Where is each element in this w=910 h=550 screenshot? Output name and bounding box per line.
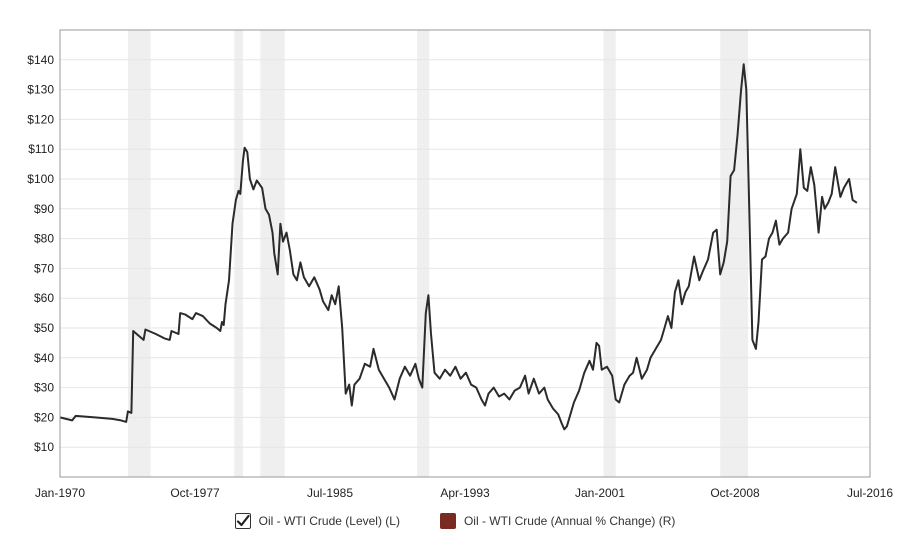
- y-tick-label: $80: [34, 232, 54, 246]
- x-axis-ticks: Jan-1970 Oct-1977 Jul-1985 Apr-1993 Jan-2001…: [35, 486, 893, 500]
- legend-label-annual-change: Oil - WTI Crude (Annual % Change) (R): [463, 514, 676, 528]
- checkbox-checked-icon[interactable]: [234, 513, 251, 529]
- y-tick-label: $10: [34, 440, 54, 454]
- x-tick-label: Jul-1985: [307, 486, 353, 500]
- y-axis-ticks: $10 $20 $30 $40 $50 $60 $70 $80 $90 $100 $110 $120 $…: [27, 53, 54, 454]
- y-tick-label: $130: [27, 83, 54, 97]
- legend-swatch-icon[interactable]: [439, 513, 456, 529]
- x-tick-label: Oct-1977: [170, 486, 220, 500]
- recession-band: [603, 30, 616, 477]
- y-tick-label: $90: [34, 202, 54, 216]
- y-tick-label: $140: [27, 53, 54, 67]
- plot-area: [60, 30, 870, 477]
- x-tick-label: Jan-2001: [575, 486, 625, 500]
- y-tick-label: $110: [28, 142, 54, 156]
- legend: Oil - WTI Crude (Level) (L) Oil - WTI Cr…: [0, 510, 910, 532]
- y-tick-label: $40: [34, 351, 54, 365]
- y-tick-label: $100: [27, 172, 54, 186]
- recession-bands: [127, 30, 749, 477]
- x-tick-label: Oct-2008: [710, 486, 760, 500]
- recession-band: [127, 30, 151, 477]
- y-tick-label: $50: [34, 321, 54, 335]
- legend-item-level[interactable]: Oil - WTI Crude (Level) (L): [234, 513, 400, 529]
- recession-band: [417, 30, 430, 477]
- legend-label-level: Oil - WTI Crude (Level) (L): [258, 514, 400, 528]
- legend-item-annual-change[interactable]: Oil - WTI Crude (Annual % Change) (R): [439, 513, 676, 529]
- x-tick-label: Jul-2016: [847, 486, 893, 500]
- recession-band: [260, 30, 285, 477]
- y-tick-label: $120: [27, 112, 54, 126]
- grid-lines: [60, 59, 870, 448]
- x-tick-label: Apr-1993: [440, 486, 490, 500]
- y-tick-label: $30: [34, 381, 54, 395]
- series-layer: [59, 63, 858, 431]
- x-tick-label: Jan-1970: [35, 486, 85, 500]
- recession-band: [234, 30, 243, 477]
- y-tick-label: $60: [34, 291, 54, 305]
- chart: $10 $20 $30 $40 $50 $60 $70 $80 $90 $100 $110 $120 $…: [27, 29, 893, 500]
- plot-frame: [59, 29, 871, 478]
- y-tick-label: $20: [34, 410, 54, 424]
- series-line: [59, 63, 858, 431]
- y-tick-label: $70: [34, 261, 54, 275]
